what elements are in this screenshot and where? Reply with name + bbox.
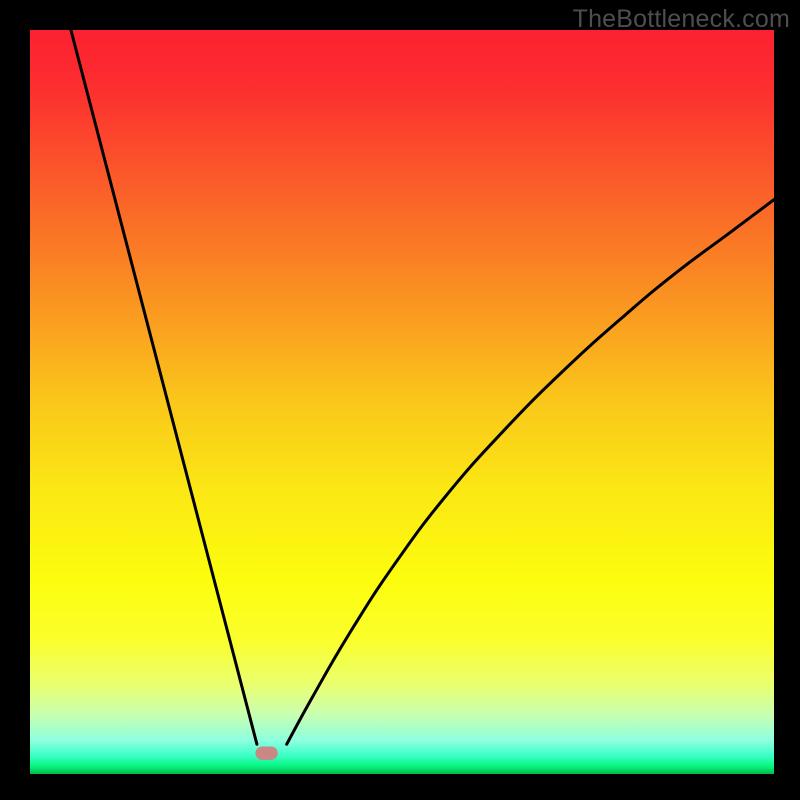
- bottleneck-chart: [30, 30, 774, 774]
- gradient-background: [30, 30, 774, 774]
- chart-root: TheBottleneck.com: [0, 0, 800, 800]
- watermark-text: TheBottleneck.com: [573, 5, 790, 34]
- optimal-point-marker: [255, 746, 277, 759]
